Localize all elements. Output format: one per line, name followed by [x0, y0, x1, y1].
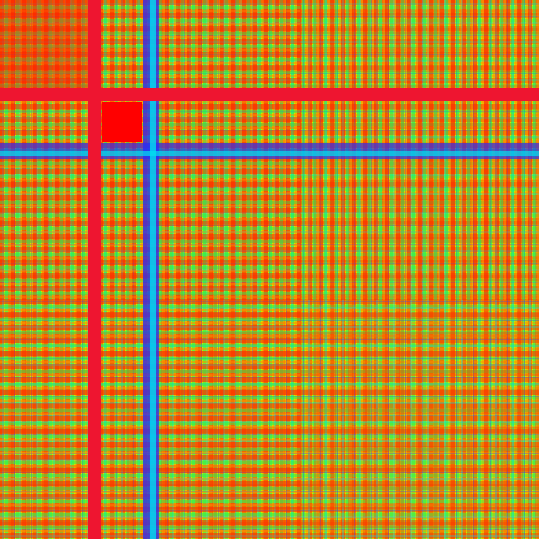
red-block	[102, 102, 142, 142]
red-horizontal-band	[0, 88, 539, 101]
red-vertical-band	[88, 0, 101, 539]
cyan-horizontal-band	[0, 151, 539, 156]
top-left-block	[0, 0, 88, 88]
cyan-vertical-band	[150, 0, 156, 539]
